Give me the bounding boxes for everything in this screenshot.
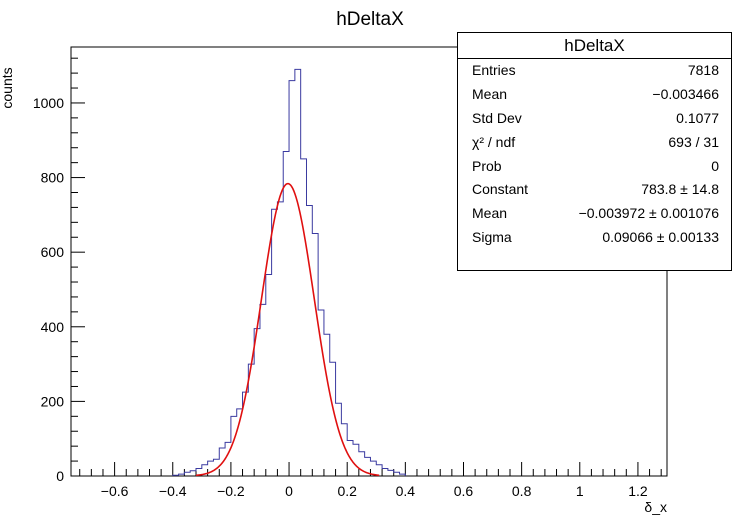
y-axis-label: counts <box>0 67 15 108</box>
histogram-bin <box>277 202 283 476</box>
histogram-bin <box>190 471 196 476</box>
histogram-bin <box>312 234 318 476</box>
y-tick-label: 1000 <box>33 95 64 111</box>
stats-rows: Entries 7818 Mean −0.003466 Std Dev 0.1077 χ² … <box>458 59 731 250</box>
stats-row: Mean −0.003466 <box>458 83 731 107</box>
histogram-bin <box>295 69 301 476</box>
histogram-bin <box>208 461 214 476</box>
x-tick-label: 0.2 <box>337 483 357 499</box>
stats-label: Std Dev <box>472 109 522 126</box>
x-tick-label: −0.2 <box>217 483 245 499</box>
stats-value: 0 <box>711 157 719 174</box>
y-tick-label: 0 <box>56 468 64 484</box>
histogram-bin <box>336 403 342 476</box>
y-tick-label: 200 <box>41 393 65 409</box>
x-tick-label: 0.8 <box>512 483 532 499</box>
stats-title: hDeltaX <box>458 33 731 59</box>
stats-value: 7818 <box>687 62 719 78</box>
chart-title: hDeltaX <box>336 9 404 30</box>
histogram-bin <box>382 469 388 476</box>
x-tick-label: 0.4 <box>396 483 416 499</box>
stats-row: Constant 783.8 ± 14.8 <box>458 178 731 202</box>
histogram-bin <box>289 81 295 476</box>
x-tick-label: −0.6 <box>101 483 129 499</box>
stats-value: 0.09066 ± 0.00133 <box>602 229 719 246</box>
stats-value: 693 / 31 <box>668 133 719 150</box>
x-axis-label: δ_x <box>644 499 667 515</box>
x-tick-label: 0 <box>285 483 293 499</box>
gaussian-fit-curve <box>195 182 380 477</box>
stats-row: Std Dev 0.1077 <box>458 107 731 131</box>
histogram-series <box>172 68 406 476</box>
histogram-bin <box>324 334 330 476</box>
stats-row: Prob 0 <box>458 155 731 179</box>
stats-row: Entries 7818 <box>458 59 731 83</box>
histogram-bin <box>353 444 359 476</box>
histogram-bin <box>225 442 231 476</box>
histogram-bin <box>248 364 254 476</box>
stats-label: Constant <box>472 181 529 198</box>
stats-label: Entries <box>472 62 516 78</box>
histogram-bin <box>266 275 272 476</box>
histogram-bin <box>179 474 185 476</box>
histogram-bin <box>254 329 260 476</box>
x-axis: −0.6 −0.4 −0.2 0 0.2 0.4 0.6 0.8 1 1.2 <box>79 462 662 499</box>
stats-value: −0.003972 ± 0.001076 <box>578 205 719 222</box>
histogram-bin <box>388 470 394 476</box>
histogram-bins <box>173 69 406 476</box>
stats-value: 783.8 ± 14.8 <box>641 181 719 198</box>
histogram-bin <box>306 206 312 476</box>
stats-box: hDeltaX Entries 7818 Mean −0.003466 Std Dev 0… <box>457 32 732 271</box>
stats-value: −0.003466 <box>652 85 719 102</box>
stats-label: Mean <box>472 205 508 222</box>
stats-row: χ² / ndf 693 / 31 <box>458 131 731 155</box>
stats-label: Prob <box>472 157 502 174</box>
histogram-bin <box>394 472 400 476</box>
histogram-bin <box>400 474 406 476</box>
stats-label: χ² / ndf <box>472 133 516 150</box>
y-axis: 0 200 400 600 800 1000 <box>33 57 85 484</box>
histogram-bin <box>283 151 289 476</box>
y-tick-label: 400 <box>41 319 65 335</box>
stats-value: 0.1077 <box>676 109 719 126</box>
x-tick-label: 0.6 <box>454 483 474 499</box>
stats-label: Mean <box>472 85 508 102</box>
x-tick-label: −0.4 <box>159 483 187 499</box>
stats-label: Sigma <box>472 229 512 246</box>
y-tick-label: 800 <box>41 170 65 186</box>
x-tick-label: 1.2 <box>628 483 648 499</box>
histogram-bin <box>330 362 336 476</box>
histogram-bin <box>272 209 278 476</box>
histogram-bin <box>301 159 307 476</box>
stats-row: Mean −0.003972 ± 0.001076 <box>458 202 731 226</box>
histogram-bin <box>260 304 266 476</box>
histogram-bin <box>359 452 365 476</box>
stats-row: Sigma 0.09066 ± 0.00133 <box>458 226 731 250</box>
histogram-bin <box>184 472 190 476</box>
y-tick-label: 600 <box>41 244 65 260</box>
histogram-bin <box>173 475 179 476</box>
x-tick-label: 1 <box>576 483 584 499</box>
